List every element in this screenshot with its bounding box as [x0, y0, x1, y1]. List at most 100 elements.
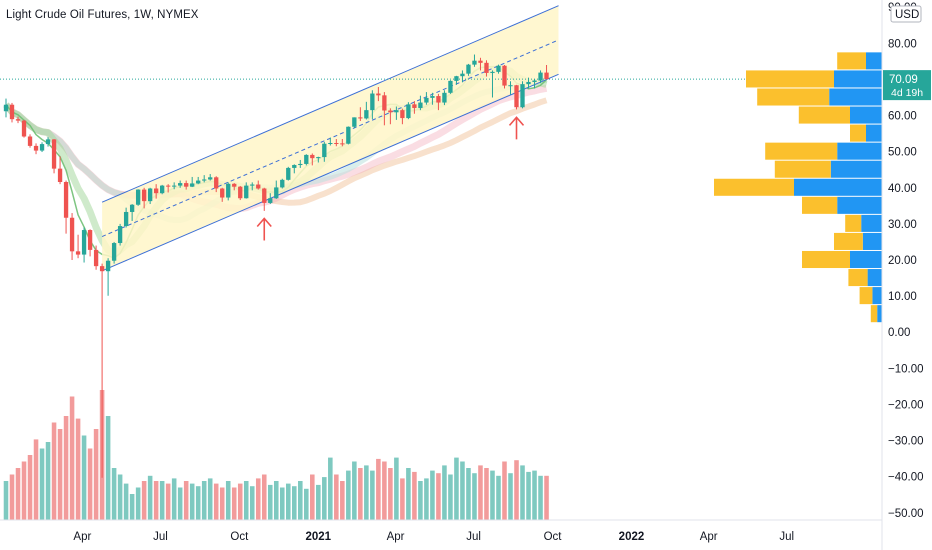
candle[interactable]: [316, 156, 321, 163]
candle[interactable]: [298, 159, 303, 168]
volume-profile-row: [746, 70, 882, 88]
candle[interactable]: [274, 180, 279, 199]
candle[interactable]: [69, 213, 75, 260]
candle[interactable]: [33, 143, 39, 155]
candle[interactable]: [184, 180, 189, 190]
candle[interactable]: [220, 187, 225, 202]
volume-bar: [147, 475, 153, 520]
volume-profile-row: [859, 287, 882, 305]
candle[interactable]: [15, 116, 21, 124]
candle[interactable]: [129, 204, 135, 221]
candle[interactable]: [196, 176, 201, 185]
candle[interactable]: [412, 101, 417, 114]
candle[interactable]: [214, 176, 219, 193]
candle[interactable]: [310, 153, 315, 166]
candle[interactable]: [442, 90, 447, 106]
candle[interactable]: [460, 70, 465, 83]
candle[interactable]: [364, 101, 369, 120]
candle[interactable]: [190, 176, 195, 188]
candle[interactable]: [514, 84, 519, 110]
candle[interactable]: [544, 65, 549, 80]
candle[interactable]: [3, 98, 9, 118]
candle[interactable]: [454, 75, 459, 85]
candle[interactable]: [382, 92, 387, 126]
candle[interactable]: [334, 139, 339, 147]
candle[interactable]: [532, 79, 537, 89]
candle[interactable]: [340, 139, 345, 147]
volume-bar: [285, 483, 291, 520]
candle[interactable]: [352, 117, 357, 129]
candle[interactable]: [232, 183, 237, 191]
candle[interactable]: [57, 156, 63, 185]
candle[interactable]: [153, 184, 159, 199]
candle[interactable]: [424, 92, 429, 105]
candle-body: [93, 249, 99, 267]
candle[interactable]: [9, 102, 15, 123]
candle[interactable]: [93, 245, 99, 270]
candle[interactable]: [27, 134, 33, 148]
candle[interactable]: [256, 180, 261, 190]
candle[interactable]: [472, 54, 477, 67]
candle[interactable]: [123, 207, 129, 228]
candle[interactable]: [400, 108, 405, 125]
candle[interactable]: [292, 164, 297, 174]
candle[interactable]: [520, 81, 525, 109]
candle[interactable]: [105, 258, 111, 296]
candle[interactable]: [370, 90, 375, 120]
candle[interactable]: [280, 178, 285, 189]
candle[interactable]: [304, 154, 309, 166]
volume-bar: [213, 483, 219, 520]
candle[interactable]: [135, 189, 141, 206]
candle[interactable]: [376, 87, 381, 102]
candle[interactable]: [490, 70, 495, 98]
candle[interactable]: [448, 80, 453, 94]
candle[interactable]: [394, 106, 399, 120]
currency-selector[interactable]: USD: [890, 5, 922, 23]
candle[interactable]: [159, 184, 165, 195]
candle[interactable]: [111, 241, 117, 264]
candle[interactable]: [484, 60, 489, 77]
candle[interactable]: [39, 142, 45, 153]
candle[interactable]: [502, 65, 507, 89]
candle[interactable]: [87, 229, 93, 257]
candle[interactable]: [388, 108, 393, 125]
candle[interactable]: [172, 182, 177, 190]
candle[interactable]: [166, 184, 171, 193]
candle[interactable]: [418, 95, 423, 111]
candle[interactable]: [508, 81, 513, 95]
candle[interactable]: [250, 182, 255, 191]
candle[interactable]: [466, 63, 471, 76]
candle[interactable]: [328, 137, 333, 146]
candle[interactable]: [526, 77, 531, 89]
candle[interactable]: [63, 180, 69, 234]
candle[interactable]: [51, 139, 57, 174]
candle[interactable]: [358, 107, 363, 121]
candle[interactable]: [178, 180, 183, 188]
candle[interactable]: [538, 70, 543, 84]
candle[interactable]: [268, 193, 273, 205]
candle[interactable]: [238, 185, 243, 201]
candle[interactable]: [430, 92, 435, 105]
candle[interactable]: [286, 166, 291, 181]
candle-body: [262, 188, 267, 203]
candle[interactable]: [45, 137, 51, 147]
candle[interactable]: [141, 187, 147, 209]
candle[interactable]: [346, 126, 351, 145]
candle[interactable]: [21, 119, 27, 138]
candle[interactable]: [117, 223, 123, 246]
candle[interactable]: [496, 64, 501, 74]
candle[interactable]: [75, 234, 81, 259]
candle[interactable]: [406, 102, 411, 120]
candle[interactable]: [99, 263, 105, 478]
candle[interactable]: [322, 141, 327, 162]
candle[interactable]: [226, 182, 231, 201]
candle[interactable]: [147, 187, 153, 205]
candle[interactable]: [436, 93, 441, 111]
candle[interactable]: [478, 57, 483, 71]
candle[interactable]: [202, 175, 207, 183]
candle[interactable]: [81, 227, 87, 263]
candle[interactable]: [262, 187, 267, 211]
candle[interactable]: [208, 174, 213, 181]
candle[interactable]: [244, 182, 249, 199]
